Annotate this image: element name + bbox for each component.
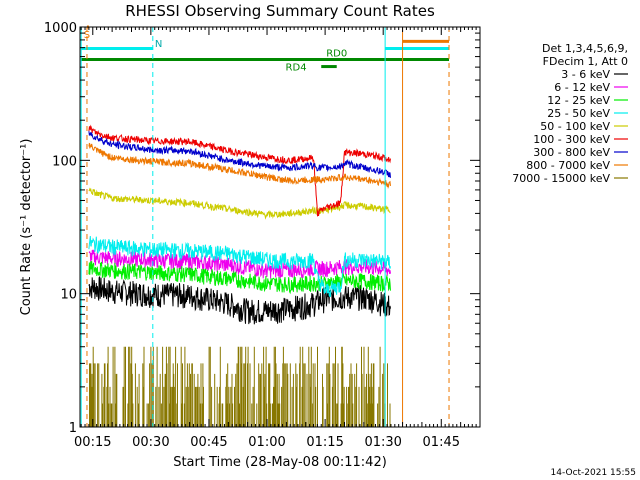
footer-timestamp: 14-Oct-2021 15:55 — [551, 468, 636, 478]
series-line-100-300-kev — [88, 124, 391, 217]
x-tick-label: 00:15 — [74, 435, 111, 450]
legend-label-800-7000-kev: 800 - 7000 keV — [526, 159, 610, 172]
legend: Det 1,3,4,5,6,9, FDecim 1, Att 0 3 - 6 k… — [512, 42, 628, 185]
x-tick-label: 00:45 — [190, 435, 227, 450]
legend-header-line-2: FDecim 1, Att 0 — [543, 55, 628, 68]
series-line-12-25-kev — [88, 261, 391, 295]
x-tick-label: 01:30 — [364, 435, 401, 450]
y-axis-label: Count Rate (s⁻¹ detector⁻¹) — [19, 139, 34, 316]
x-tick-label: 01:45 — [423, 435, 460, 450]
series-line-50-100-kev — [88, 187, 391, 220]
x-tick-label: 00:30 — [132, 435, 169, 450]
axis-ticks-layer: 00:15 00:30 00:45 01:00 01:15 01:30 01:45 1 10 10… — [44, 21, 481, 450]
x-axis-label: Start Time (28-May-08 00:11:42) — [173, 455, 387, 470]
legend-label-100-300-kev: 100 - 300 keV — [533, 133, 610, 146]
observing-flags-layer — [81, 25, 450, 69]
legend-label-25-50-kev: 25 - 50 keV — [547, 107, 610, 120]
plot-frame — [79, 26, 481, 428]
legend-label-50-100-kev: 50 - 100 keV — [540, 120, 610, 133]
series-line-7000-15000-kev — [89, 346, 391, 427]
y-tick-label: 1000 — [44, 21, 77, 36]
annotation-rd4: RD4 — [286, 63, 307, 74]
series-layer — [88, 124, 391, 427]
series-line-3-6-kev — [88, 275, 391, 325]
legend-header-line-1: Det 1,3,4,5,6,9, — [542, 42, 628, 55]
legend-label-3-6-kev: 3 - 6 keV — [561, 68, 610, 81]
legend-label-12-25-kev: 12 - 25 keV — [547, 94, 610, 107]
legend-label-300-800-kev: 300 - 800 keV — [533, 146, 610, 159]
chart-title: RHESSI Observing Summary Count Rates — [125, 2, 435, 20]
x-tick-label: 01:00 — [248, 435, 285, 450]
legend-label-7000-15000-kev: 7000 - 15000 keV — [512, 172, 610, 185]
annotations-layer: S N RD0 RD4 — [84, 30, 347, 74]
series-line-300-800-kev — [88, 131, 391, 178]
y-tick-label: 100 — [52, 154, 77, 169]
y-tick-label: 10 — [60, 288, 77, 303]
x-tick-label: 01:15 — [306, 435, 343, 450]
annotation-s: S — [84, 30, 90, 41]
legend-label-6-12-kev: 6 - 12 keV — [554, 81, 610, 94]
annotation-rd0: RD0 — [326, 49, 347, 60]
series-line-25-50-kev — [88, 235, 391, 298]
annotation-n: N — [155, 39, 162, 50]
y-tick-label: 1 — [69, 421, 77, 436]
vertical-markers-layer — [80, 27, 450, 427]
series-line-800-7000-kev — [88, 142, 391, 190]
